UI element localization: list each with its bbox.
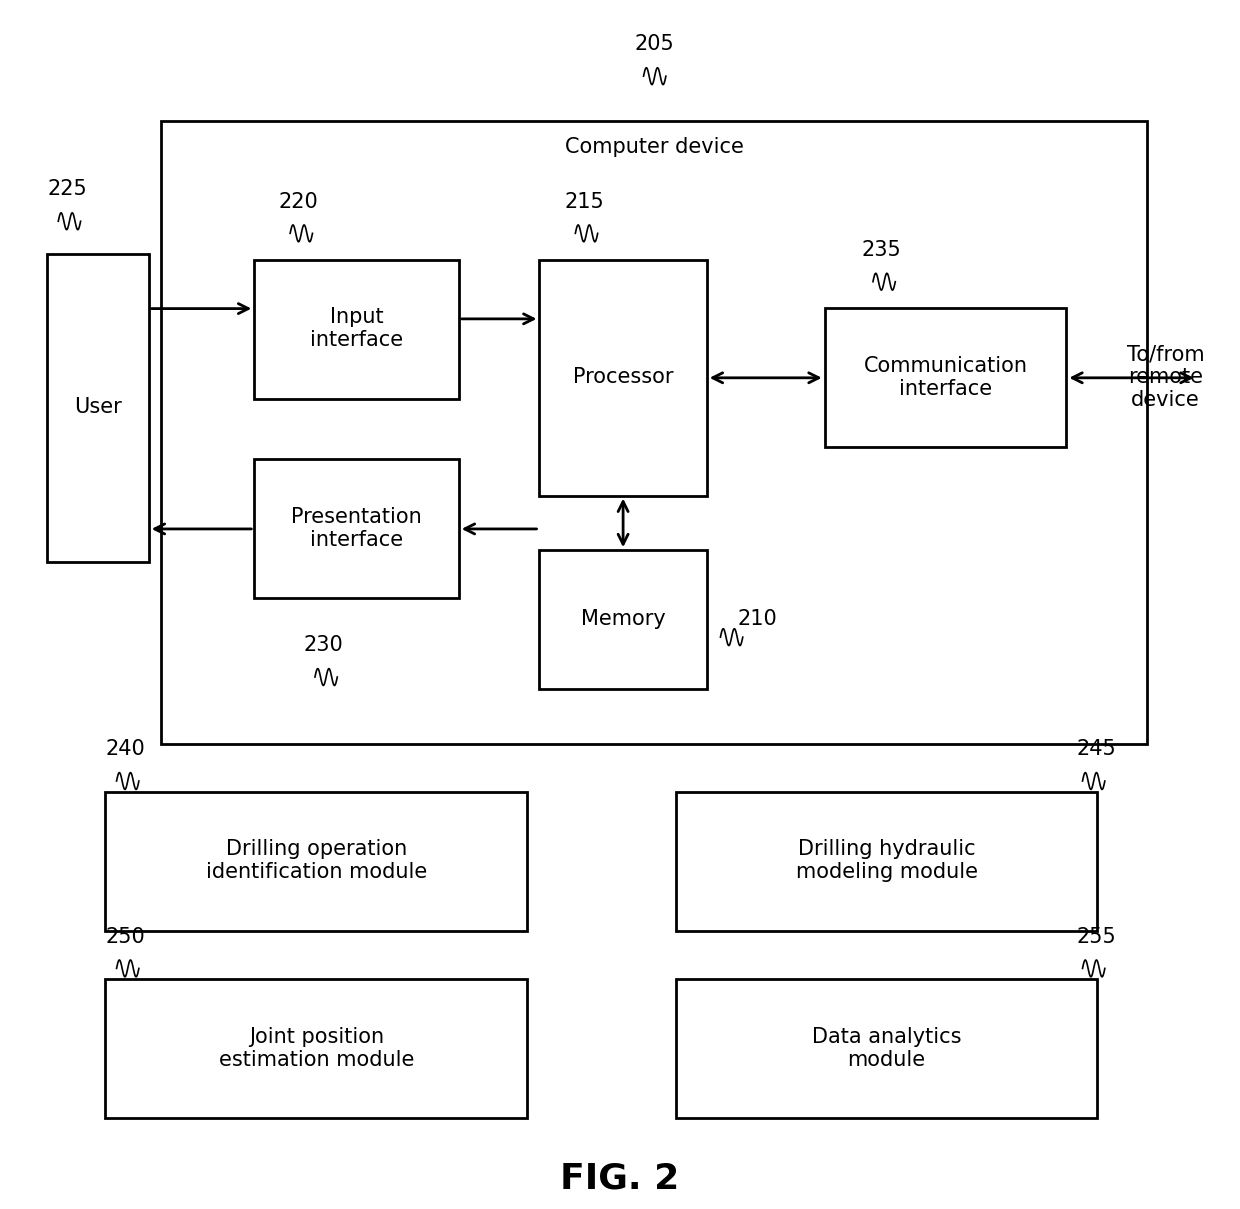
Text: 210: 210 (738, 609, 777, 629)
Bar (539, 550, 707, 689)
Bar (676, 979, 1097, 1118)
Bar (539, 260, 707, 496)
Bar (825, 308, 1066, 447)
Text: 255: 255 (1076, 926, 1116, 947)
Text: Processor: Processor (573, 368, 673, 387)
Text: Computer device: Computer device (565, 138, 744, 157)
Text: Presentation
interface: Presentation interface (291, 507, 422, 550)
Text: Data analytics
module: Data analytics module (812, 1026, 961, 1070)
Bar (161, 121, 1147, 744)
Bar (105, 979, 527, 1118)
Text: 240: 240 (105, 739, 145, 759)
Text: Joint position
estimation module: Joint position estimation module (218, 1026, 414, 1070)
Text: 230: 230 (304, 635, 343, 655)
Text: Memory: Memory (580, 609, 666, 629)
Bar (254, 459, 459, 598)
Text: Drilling operation
identification module: Drilling operation identification module (206, 839, 427, 883)
Bar (105, 792, 527, 931)
Text: 250: 250 (105, 926, 145, 947)
Text: 245: 245 (1076, 739, 1116, 759)
Bar (254, 260, 459, 399)
Text: 220: 220 (279, 191, 319, 212)
Text: To/from
remote
device: To/from remote device (1127, 345, 1204, 410)
Bar (47, 254, 149, 562)
Text: Drilling hydraulic
modeling module: Drilling hydraulic modeling module (796, 839, 977, 883)
Text: 225: 225 (47, 179, 87, 199)
Text: 205: 205 (635, 34, 675, 54)
Bar (676, 792, 1097, 931)
Text: 235: 235 (862, 239, 901, 260)
Text: User: User (74, 398, 122, 417)
Text: Input
interface: Input interface (310, 307, 403, 351)
Text: FIG. 2: FIG. 2 (560, 1162, 680, 1196)
Text: 215: 215 (564, 191, 604, 212)
Text: Communication
interface: Communication interface (863, 355, 1028, 399)
